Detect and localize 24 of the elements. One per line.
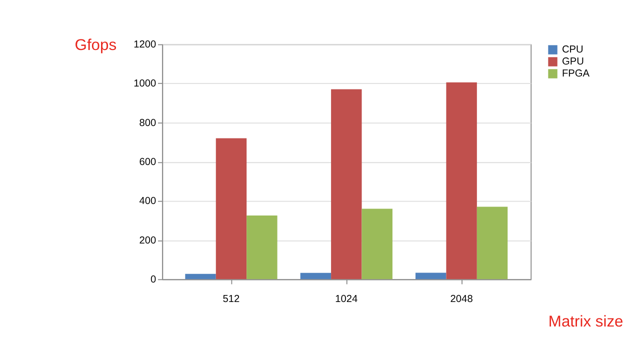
x-tick-label: 1024 bbox=[335, 294, 358, 305]
y-tick-label: 400 bbox=[139, 196, 157, 208]
bar bbox=[300, 272, 332, 280]
bar bbox=[446, 82, 477, 280]
y-tick-label: 600 bbox=[139, 156, 157, 168]
legend-label: FPGA bbox=[562, 68, 590, 80]
y-tick-label: 1200 bbox=[134, 39, 157, 50]
bar bbox=[216, 138, 247, 280]
y-tick-label: 800 bbox=[139, 118, 157, 129]
x-tick-label: 2048 bbox=[450, 294, 474, 305]
y-axis-title: Gfops bbox=[74, 37, 117, 54]
x-axis-title: Matrix size bbox=[548, 314, 624, 331]
y-tick-label: 0 bbox=[150, 274, 157, 286]
bar bbox=[362, 208, 392, 280]
bar bbox=[185, 274, 216, 280]
y-tick-label: 200 bbox=[139, 235, 157, 246]
bar bbox=[246, 216, 278, 280]
bar bbox=[331, 89, 362, 280]
y-tick-label: 1000 bbox=[134, 78, 157, 90]
legend-label: CPU bbox=[562, 44, 584, 56]
x-tick-label: 512 bbox=[222, 294, 240, 305]
bar bbox=[476, 206, 508, 280]
legend-label: GPU bbox=[562, 56, 584, 68]
bar bbox=[416, 272, 446, 280]
